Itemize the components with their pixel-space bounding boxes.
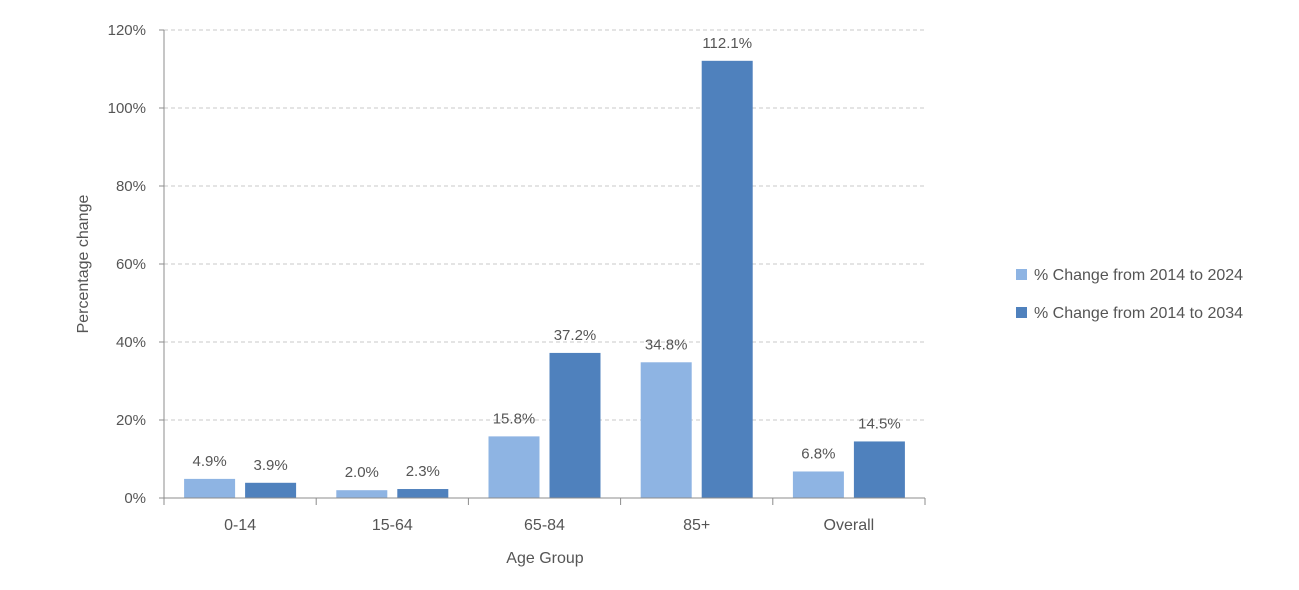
data-label: 6.8% bbox=[801, 445, 835, 462]
x-tick-label: Overall bbox=[824, 517, 875, 534]
bar bbox=[245, 482, 297, 498]
bar bbox=[701, 60, 753, 499]
x-tick-labels: 0-14 15-64 65-84 85+ Overall bbox=[224, 517, 874, 534]
y-tick-label: 80% bbox=[116, 178, 146, 195]
legend-label: % Change from 2014 to 2034 bbox=[1034, 305, 1243, 322]
y-tick-label: 40% bbox=[116, 334, 146, 351]
y-tick-label: 0% bbox=[124, 490, 146, 507]
data-label: 15.8% bbox=[493, 410, 536, 427]
y-axis-title: Percentage change bbox=[75, 195, 92, 334]
legend-swatch bbox=[1016, 269, 1027, 280]
x-tick-label: 0-14 bbox=[224, 517, 256, 534]
bar bbox=[397, 489, 449, 498]
data-label: 2.0% bbox=[345, 464, 379, 481]
legend: % Change from 2014 to 2024 % Change from … bbox=[1016, 267, 1243, 322]
bar bbox=[549, 352, 601, 498]
data-label: 37.2% bbox=[554, 327, 597, 344]
legend-label: % Change from 2014 to 2024 bbox=[1034, 267, 1243, 284]
y-tick-label: 60% bbox=[116, 256, 146, 273]
x-tick-label: 65-84 bbox=[524, 517, 565, 534]
bar bbox=[640, 362, 692, 498]
data-labels: 4.9% 3.9% 2.0% 2.3% 15.8% 37.2% 34.8% 112.1% 6.8… bbox=[192, 35, 900, 481]
y-tick-label: 20% bbox=[116, 412, 146, 429]
bar bbox=[184, 478, 236, 498]
gridlines bbox=[164, 29, 925, 421]
data-label: 14.5% bbox=[858, 415, 901, 432]
y-tick-labels: 0% 20% 40% 60% 80% 100% 120% bbox=[108, 22, 146, 507]
bar bbox=[488, 436, 540, 498]
x-tick-label: 85+ bbox=[683, 517, 710, 534]
x-tick-label: 15-64 bbox=[372, 517, 413, 534]
y-tick-label: 120% bbox=[108, 22, 146, 39]
data-label: 3.9% bbox=[253, 457, 287, 474]
bar bbox=[853, 441, 905, 498]
bar bbox=[336, 490, 388, 498]
bar bbox=[792, 471, 844, 498]
axes bbox=[159, 29, 926, 505]
x-axis-title: Age Group bbox=[506, 550, 583, 567]
bars bbox=[184, 60, 905, 499]
legend-swatch bbox=[1016, 307, 1027, 318]
y-tick-label: 100% bbox=[108, 100, 146, 117]
data-label: 4.9% bbox=[192, 453, 226, 470]
data-label: 112.1% bbox=[702, 35, 752, 52]
data-label: 2.3% bbox=[406, 463, 440, 480]
data-label: 34.8% bbox=[645, 336, 688, 353]
